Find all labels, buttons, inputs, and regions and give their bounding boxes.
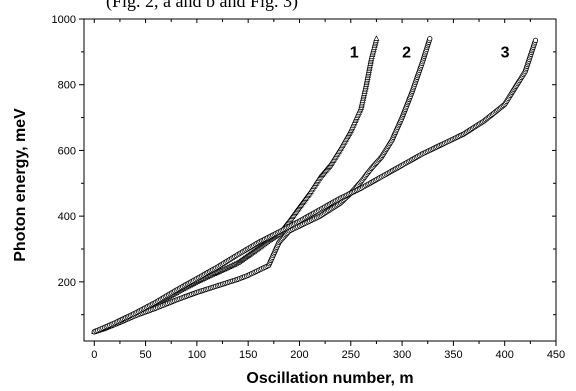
plot-frame bbox=[83, 18, 557, 342]
y-tick-label: 400 bbox=[58, 211, 76, 223]
x-tick-label: 200 bbox=[290, 349, 308, 361]
x-tick-label: 300 bbox=[393, 349, 411, 361]
series-3 bbox=[91, 37, 539, 335]
curve-label-2: 2 bbox=[402, 44, 411, 61]
x-tick-label: 150 bbox=[239, 349, 257, 361]
x-tick-label: 100 bbox=[188, 349, 206, 361]
y-axis-title: Photon energy, meV bbox=[12, 108, 29, 262]
x-tick-label: 350 bbox=[444, 349, 462, 361]
data-point bbox=[532, 37, 539, 43]
labels-layer: 1 2 3 bbox=[350, 44, 510, 61]
page-caption: (Fig. 2, a and b and Fig. 3) bbox=[106, 0, 298, 11]
y-tick-label: 600 bbox=[58, 145, 76, 157]
x-tick-label: 250 bbox=[342, 349, 360, 361]
curve-label-1: 1 bbox=[350, 44, 359, 61]
x-tick-label: 450 bbox=[547, 349, 565, 361]
data-point bbox=[427, 36, 433, 42]
x-tick-label: 0 bbox=[91, 349, 97, 361]
x-axis-title: Oscillation number, m bbox=[246, 370, 413, 387]
y-tick-label: 200 bbox=[58, 277, 76, 289]
series-layer bbox=[91, 35, 539, 335]
curve-label-3: 3 bbox=[501, 44, 510, 61]
x-tick-label: 400 bbox=[496, 349, 514, 361]
y-tick-label: 800 bbox=[58, 80, 76, 92]
y-tick-label: 1000 bbox=[52, 14, 76, 26]
series-1 bbox=[91, 35, 380, 334]
data-point bbox=[373, 35, 380, 41]
series-2 bbox=[91, 36, 433, 335]
x-tick-label: 50 bbox=[139, 349, 151, 361]
axes: 0 50 100 150 200 250 300 350 400 450 200 400 600 800 1… bbox=[12, 14, 565, 387]
